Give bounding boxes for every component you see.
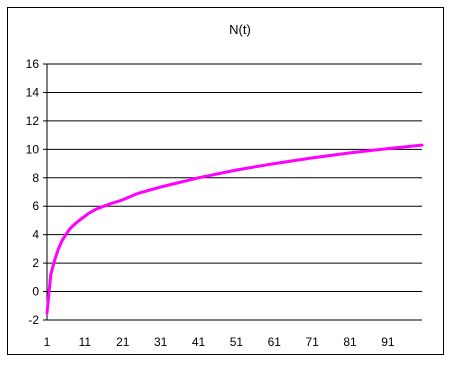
x-tick-label: 71 xyxy=(305,335,319,349)
y-tick-label: 8 xyxy=(32,171,39,185)
series-line xyxy=(45,143,424,315)
y-tick-label: -2 xyxy=(28,313,39,327)
grid-lines xyxy=(47,63,422,293)
y-tick-label: 2 xyxy=(32,256,39,270)
x-tick-label: 31 xyxy=(154,335,168,349)
x-tick-label: 51 xyxy=(230,335,244,349)
y-tick-label: 10 xyxy=(26,142,40,156)
x-tick-label: 41 xyxy=(192,335,206,349)
axes xyxy=(43,63,422,321)
y-tick-label: 0 xyxy=(32,285,39,299)
x-tick-label: 11 xyxy=(79,335,92,349)
x-tick-label: 81 xyxy=(343,335,357,349)
series-layer xyxy=(45,143,424,315)
x-axis-tick-labels: 1 11 21 31 41 51 61 71 81 91 xyxy=(44,335,395,349)
x-tick-label: 91 xyxy=(381,335,395,349)
x-tick-label: 61 xyxy=(268,335,282,349)
y-tick-label: 12 xyxy=(26,114,40,128)
y-tick-label: 16 xyxy=(26,57,40,71)
x-tick-label: 21 xyxy=(116,335,130,349)
x-tick-label: 1 xyxy=(44,335,51,349)
chart-title: N(t) xyxy=(229,22,251,37)
y-tick-label: 6 xyxy=(32,199,39,213)
y-axis-tick-labels: -2 0 2 4 6 8 10 12 14 16 xyxy=(26,57,40,327)
y-tick-label: 14 xyxy=(26,85,40,99)
chart-frame: N(t) -2 0 2 4 6 8 10 12 14 16 1 11 21 31 41 51 61 71 81 91 xyxy=(7,7,444,355)
y-tick-label: 4 xyxy=(32,228,39,242)
